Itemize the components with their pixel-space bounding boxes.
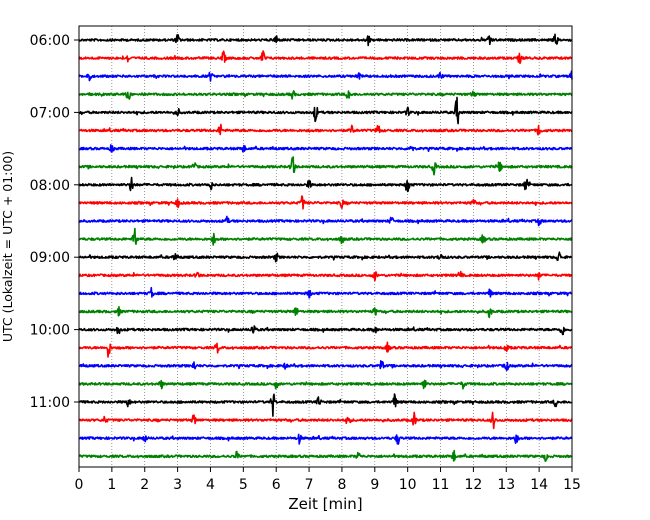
seismic-trace — [78, 33, 573, 47]
seismic-trace — [78, 341, 573, 358]
seismic-trace — [78, 50, 573, 65]
seismic-trace — [78, 156, 573, 176]
x-tick-label: 9 — [370, 477, 379, 493]
x-axis-label: Zeit [min] — [288, 495, 362, 513]
y-tick-label: 11:00 — [30, 395, 70, 411]
y-tick-label: 08:00 — [30, 178, 70, 194]
seismic-trace — [78, 449, 573, 462]
x-tick-label: 1 — [107, 477, 116, 493]
seismic-trace — [78, 176, 573, 193]
y-tick-label: 06:00 — [30, 33, 70, 49]
seismic-trace — [78, 286, 573, 299]
seismic-trace — [78, 306, 573, 319]
y-axis-label: UTC (Lokalzeit = UTC + 01:00) — [0, 151, 15, 342]
seismic-trace — [78, 70, 573, 82]
x-tick-label: 12 — [464, 477, 482, 493]
seismic-trace — [78, 325, 573, 336]
seismic-trace — [78, 270, 573, 282]
seismic-trace — [78, 144, 573, 153]
x-tick-label: 0 — [75, 477, 84, 493]
seismic-trace — [78, 393, 573, 417]
seismic-trace — [78, 123, 573, 136]
seismic-trace — [78, 251, 573, 263]
y-tick-label: 09:00 — [30, 250, 70, 266]
x-tick-label: 13 — [497, 477, 515, 493]
x-tick-label: 8 — [337, 477, 346, 493]
x-tick-label: 15 — [563, 477, 581, 493]
x-tick-label: 5 — [239, 477, 248, 493]
seismic-trace — [78, 215, 573, 227]
seismic-trace — [78, 90, 573, 100]
seismic-trace — [78, 411, 573, 430]
x-tick-label: 4 — [206, 477, 215, 493]
seismic-trace — [78, 195, 573, 210]
seismic-trace — [78, 227, 573, 246]
seismic-trace — [78, 360, 573, 372]
x-axis-ticks: 0 1 2 3 4 5 6 7 8 9 10 11 12 13 14 15 — [75, 467, 581, 493]
y-tick-label: 10:00 — [30, 323, 70, 339]
seismic-trace — [78, 379, 573, 390]
x-tick-label: 7 — [305, 477, 314, 493]
x-tick-label: 6 — [272, 477, 281, 493]
x-tick-label: 14 — [530, 477, 548, 493]
x-tick-label: 11 — [432, 477, 450, 493]
x-tick-label: 2 — [140, 477, 149, 493]
seismic-trace — [78, 433, 573, 445]
x-tick-label: 10 — [399, 477, 417, 493]
trace-group — [78, 33, 573, 462]
seismic-trace — [78, 96, 573, 125]
plot-frame — [78, 25, 573, 468]
x-tick-label: 3 — [173, 477, 182, 493]
y-axis-ticks: 06:00 07:00 08:00 09:00 10:00 11:00 — [30, 33, 79, 411]
y-tick-label: 07:00 — [30, 105, 70, 121]
